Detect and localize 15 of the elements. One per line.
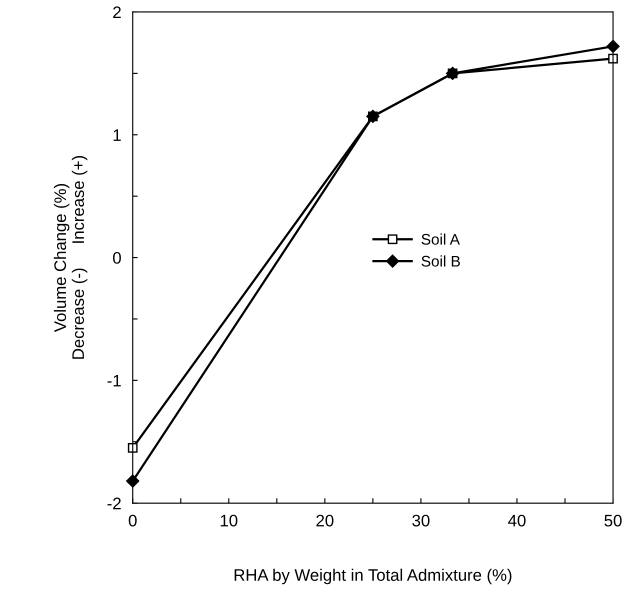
y-tick-label: 2: [113, 6, 121, 18]
x-tick-label: 0: [128, 514, 137, 527]
x-axis-title: RHA by Weight in Total Admixture (%): [234, 568, 512, 584]
legend-label: Soil A: [422, 234, 460, 245]
y-tick-label: -1: [108, 374, 121, 386]
x-tick-label: 20: [316, 514, 334, 527]
x-tick-label: 50: [604, 514, 622, 527]
legend-label: Soil B: [422, 255, 460, 267]
x-tick-label: 10: [220, 514, 238, 527]
y-tick-label: 0: [112, 252, 121, 264]
x-tick-label: 30: [412, 514, 430, 527]
y-axis-title: Volume Change (%) Decrease (-) Increase (+): [54, 156, 88, 359]
y-tick-label: -2: [108, 498, 121, 510]
x-tick-label: 40: [508, 514, 526, 527]
y-tick-label: 1: [114, 129, 121, 141]
